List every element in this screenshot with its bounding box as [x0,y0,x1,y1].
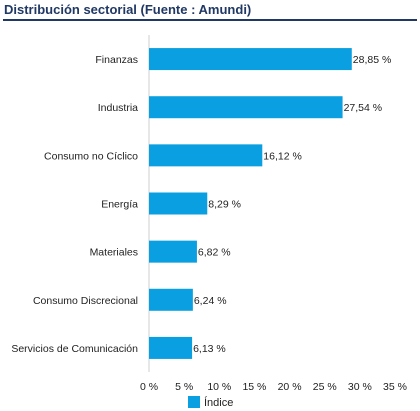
x-tick-label: 20 % [278,381,302,393]
bar [149,192,208,215]
bar-value-label: 6,24 % [194,295,227,307]
title-underline [3,19,417,21]
bar [149,288,193,311]
bar-value-label: 28,85 % [353,54,392,66]
bar-value-label: 27,54 % [344,102,383,114]
bar [149,48,352,71]
bar [149,240,197,263]
category-label: Industria [98,102,138,114]
category-label: Materiales [90,247,138,259]
bar [149,336,193,359]
x-tick-label: 5 % [175,381,193,393]
category-label: Consumo Discrecional [33,295,138,307]
x-tick-label: 30 % [348,381,372,393]
x-tick-label: 35 % [383,381,407,393]
chart-title: Distribución sectorial (Fuente : Amundi) [4,2,252,17]
legend-label: Índice [204,396,233,409]
category-label: Finanzas [95,54,138,66]
bar-value-label: 6,13 % [193,343,226,355]
bar-value-label: 16,12 % [263,150,302,162]
category-label: Energía [101,199,138,211]
category-label: Consumo no Cíclico [44,150,138,162]
bars-group: Finanzas 28,85 % Industria 27,54 % Consumo n… [11,48,391,359]
x-tick-label: 10 % [207,381,231,393]
bar-value-label: 8,29 % [208,199,241,211]
x-axis-ticks: 0 % 5 % 10 % 15 % 20 % 25 % 30 % 35 % [140,381,407,393]
bar-value-label: 6,82 % [198,247,231,259]
x-tick-label: 0 % [140,381,158,393]
x-tick-label: 15 % [242,381,266,393]
x-tick-label: 25 % [313,381,337,393]
bar [149,96,343,119]
bar [149,144,263,167]
legend-swatch [188,396,200,408]
category-label: Servicios de Comunicación [11,343,138,355]
legend: Índice [188,396,233,409]
